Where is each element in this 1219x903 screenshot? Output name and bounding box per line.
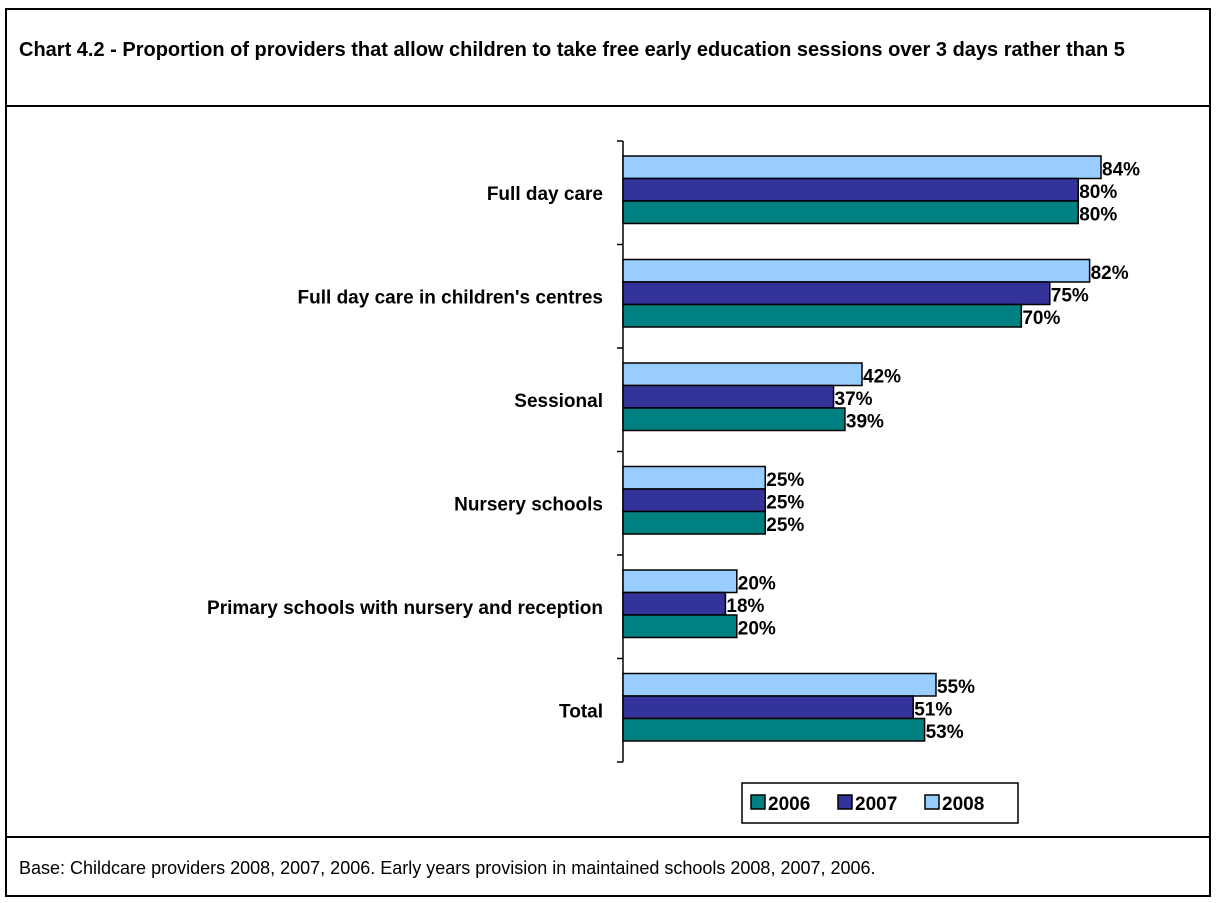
legend-label-2006: 2006 bbox=[768, 794, 810, 815]
legend-swatch-2007 bbox=[837, 794, 853, 810]
category-label-sessional: Sessional bbox=[514, 391, 603, 412]
category-label-full-day-care-in-children-s-centres: Full day care in children's centres bbox=[298, 287, 603, 308]
bar-2007-total bbox=[622, 695, 914, 720]
legend: 2006 2007 2008 bbox=[741, 782, 1019, 824]
data-label-2006-nursery-schools: 25% bbox=[766, 515, 804, 536]
bar-2006-primary-schools-with-nursery-and-reception bbox=[622, 614, 738, 639]
bars bbox=[622, 155, 1102, 742]
bar-2006-full-day-care bbox=[622, 200, 1079, 225]
legend-label-2007: 2007 bbox=[855, 794, 897, 815]
bar-2008-nursery-schools bbox=[622, 465, 767, 490]
bar-2008-sessional bbox=[622, 362, 863, 387]
data-label-2008-sessional: 42% bbox=[863, 367, 901, 388]
category-labels: Full day care Full day care in children's… bbox=[207, 184, 603, 723]
category-label-primary-schools-with-nursery-and-reception: Primary schools with nursery and recepti… bbox=[207, 598, 603, 619]
bar-2007-full-day-care bbox=[622, 177, 1079, 202]
data-label-2006-primary-schools-with-nursery-and-reception: 20% bbox=[738, 619, 776, 640]
bar-2007-nursery-schools bbox=[622, 488, 767, 513]
data-labels: 84%80%80%82%75%70%42%37%39%25%25%25%20%1… bbox=[726, 160, 1140, 744]
data-label-2007-primary-schools-with-nursery-and-reception: 18% bbox=[726, 596, 764, 617]
legend-swatch-2006 bbox=[750, 794, 766, 810]
chart-title: Chart 4.2 - Proportion of providers that… bbox=[19, 39, 1125, 61]
bar-2006-nursery-schools bbox=[622, 510, 767, 535]
bar-2006-full-day-care-in-children-s-centres bbox=[622, 303, 1023, 328]
bar-2008-primary-schools-with-nursery-and-reception bbox=[622, 569, 738, 594]
legend-swatch-2008 bbox=[924, 794, 940, 810]
category-label-nursery-schools: Nursery schools bbox=[454, 494, 603, 515]
base-note: Base: Childcare providers 2008, 2007, 20… bbox=[19, 858, 876, 878]
footer-box: Base: Childcare providers 2008, 2007, 20… bbox=[7, 836, 1209, 895]
category-label-full-day-care: Full day care bbox=[487, 184, 603, 205]
bar-2008-full-day-care-in-children-s-centres bbox=[622, 258, 1091, 283]
legend-box bbox=[741, 782, 1019, 824]
data-label-2006-full-day-care: 80% bbox=[1079, 205, 1117, 226]
data-label-2008-total: 55% bbox=[937, 677, 975, 698]
bar-2007-primary-schools-with-nursery-and-reception bbox=[622, 591, 727, 616]
data-label-2008-full-day-care-in-children-s-centres: 82% bbox=[1091, 263, 1129, 284]
bar-2007-full-day-care-in-children-s-centres bbox=[622, 281, 1051, 306]
bar-2008-full-day-care bbox=[622, 155, 1102, 180]
bar-2007-sessional bbox=[622, 384, 835, 409]
data-label-2008-primary-schools-with-nursery-and-reception: 20% bbox=[738, 574, 776, 595]
data-label-2006-full-day-care-in-children-s-centres: 70% bbox=[1022, 308, 1060, 329]
category-axis bbox=[617, 140, 624, 763]
data-label-2006-sessional: 39% bbox=[846, 412, 884, 433]
data-label-2007-nursery-schools: 25% bbox=[766, 493, 804, 514]
legend-label-2008: 2008 bbox=[942, 794, 984, 815]
data-label-2006-total: 53% bbox=[926, 722, 964, 743]
bar-2006-total bbox=[622, 717, 926, 742]
data-label-2007-sessional: 37% bbox=[835, 389, 873, 410]
title-box: Chart 4.2 - Proportion of providers that… bbox=[7, 10, 1209, 107]
bar-2008-total bbox=[622, 672, 937, 697]
bar-2006-sessional bbox=[622, 407, 846, 432]
data-label-2008-nursery-schools: 25% bbox=[766, 470, 804, 491]
data-label-2007-total: 51% bbox=[914, 700, 952, 721]
data-label-2008-full-day-care: 84% bbox=[1102, 160, 1140, 181]
data-label-2007-full-day-care: 80% bbox=[1079, 182, 1117, 203]
category-label-total: Total bbox=[559, 701, 603, 722]
data-label-2007-full-day-care-in-children-s-centres: 75% bbox=[1051, 286, 1089, 307]
